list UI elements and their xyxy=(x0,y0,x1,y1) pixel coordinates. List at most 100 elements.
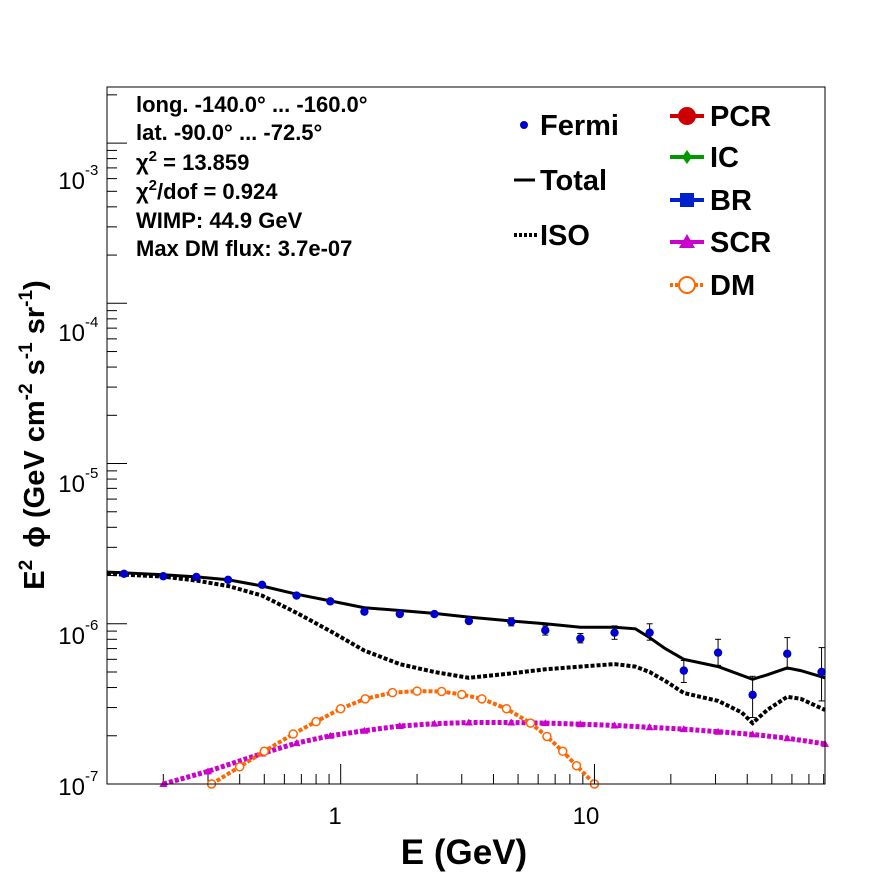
legend-total-label: Total xyxy=(540,165,607,197)
scr-point xyxy=(783,734,792,742)
scr-point xyxy=(714,727,723,735)
scr-point xyxy=(610,721,619,729)
x-axis-title: E (GeV) xyxy=(401,833,527,872)
legend-entry-total: Total xyxy=(514,165,607,197)
svg-text:10: 10 xyxy=(58,168,85,195)
scr-point xyxy=(679,725,688,733)
fermi-point xyxy=(326,597,335,606)
fermi-point xyxy=(257,580,267,590)
info-chi2-dof: χ2/dof = 0.924 xyxy=(136,177,278,204)
dm-point xyxy=(501,703,512,714)
scr-point xyxy=(645,723,654,731)
x-tick-label: 10 xyxy=(573,803,600,830)
scr-point xyxy=(464,718,473,726)
legend-iso-label: ISO xyxy=(540,220,590,252)
fit-info: long. -140.0° ... -160.0° lat. -90.0° ..… xyxy=(136,92,368,261)
dm-point xyxy=(387,687,398,698)
legend-fermi-marker xyxy=(520,121,528,129)
scr-point xyxy=(203,767,212,775)
y-axis-title: E2ϕ (GeV cm-2 s-1 sr-1) xyxy=(16,280,51,589)
dm-point xyxy=(311,716,321,727)
scr-point xyxy=(748,730,757,738)
y-tick-label: 10 -5 xyxy=(58,465,98,498)
legend: Fermi Total ISO PCR IC BR SC xyxy=(514,101,771,302)
info-chi2: χ2 = 13.859 xyxy=(136,148,249,175)
dm-point xyxy=(335,703,346,714)
total-curve xyxy=(106,570,826,681)
legend-pcr-label: PCR xyxy=(710,101,771,133)
dm-point xyxy=(360,694,371,704)
svg-text:10: 10 xyxy=(58,471,85,498)
fermi-point xyxy=(817,667,826,677)
dm-point xyxy=(557,746,568,757)
y-tick-label: 10 -6 xyxy=(58,617,98,650)
svg-text:10: 10 xyxy=(58,623,85,650)
svg-text:10: 10 xyxy=(58,320,85,347)
fermi-point xyxy=(645,628,654,637)
info-latitude: lat. -90.0° ... -72.5° xyxy=(136,120,322,145)
fermi-point xyxy=(464,616,474,626)
dm-point xyxy=(234,762,245,772)
dm-series xyxy=(206,686,600,789)
legend-ic-marker xyxy=(682,150,692,164)
fermi-point xyxy=(119,569,129,579)
info-max-dm-flux: Max DM flux: 3.7e-07 xyxy=(136,236,352,261)
dm-point xyxy=(412,686,422,696)
dm-point xyxy=(477,694,487,704)
fermi-point xyxy=(783,649,792,658)
fermi-point xyxy=(541,626,550,635)
fermi-point xyxy=(610,628,619,637)
scr-point xyxy=(507,718,516,726)
legend-dm-marker xyxy=(678,276,696,294)
info-wimp-mass: WIMP: 44.9 GeV xyxy=(136,208,303,233)
scr-point xyxy=(360,726,369,734)
dm-point xyxy=(259,746,270,757)
scr-point xyxy=(576,720,585,728)
dm-point xyxy=(571,760,582,771)
fermi-point xyxy=(748,690,757,700)
scr-series xyxy=(159,718,829,787)
fermi-series xyxy=(119,569,826,719)
iso-series xyxy=(106,571,826,726)
x-tick-label: 1 xyxy=(328,803,341,830)
scr-point xyxy=(541,719,550,727)
svg-text:-5: -5 xyxy=(85,465,98,482)
iso-curve xyxy=(106,571,826,726)
legend-entry-scr: SCR xyxy=(670,227,771,259)
fermi-point xyxy=(507,617,516,626)
dm-point xyxy=(525,718,536,728)
legend-scr-marker xyxy=(679,234,695,248)
info-longitude: long. -140.0° ... -160.0° xyxy=(136,92,368,117)
legend-dm-label: DM xyxy=(710,270,755,302)
fermi-point xyxy=(223,575,233,585)
svg-text:10: 10 xyxy=(58,774,85,801)
legend-entry-pcr: PCR xyxy=(670,101,771,133)
dm-point xyxy=(457,689,467,700)
scr-point xyxy=(326,731,335,739)
plot-frame xyxy=(106,86,826,785)
dm-point xyxy=(542,731,552,742)
fermi-point xyxy=(292,591,301,600)
scr-point xyxy=(395,722,404,730)
total-series xyxy=(106,570,826,681)
y-tick-label: 10 -7 xyxy=(58,768,98,801)
fermi-point xyxy=(395,609,405,619)
legend-entry-iso: ISO xyxy=(514,220,590,252)
svg-text:-6: -6 xyxy=(85,617,98,634)
legend-pcr-marker xyxy=(678,107,696,125)
legend-ic-label: IC xyxy=(710,142,739,174)
fermi-point xyxy=(360,607,369,616)
fermi-point xyxy=(576,634,585,643)
legend-br-marker xyxy=(680,193,694,207)
svg-text:-7: -7 xyxy=(85,768,98,785)
scr-point xyxy=(430,719,439,727)
dm-point xyxy=(288,729,298,739)
fermi-point xyxy=(430,609,439,619)
scr-point xyxy=(292,739,301,747)
minor-ticks xyxy=(107,94,825,784)
y-tick-label: 10 -4 xyxy=(58,314,98,347)
fermi-point xyxy=(713,648,723,657)
svg-text:-3: -3 xyxy=(85,162,98,179)
dm-point xyxy=(436,686,447,697)
